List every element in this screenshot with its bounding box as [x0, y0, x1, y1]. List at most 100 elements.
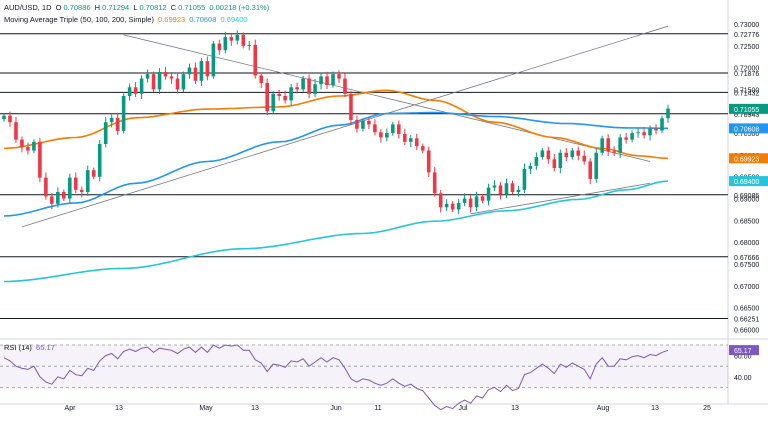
x-tick-label: 13 — [115, 405, 123, 412]
candle-down — [438, 193, 443, 208]
ma50-value: 0.69923 — [158, 15, 186, 24]
price-tag — [729, 123, 768, 134]
x-tick-label: 13 — [651, 405, 659, 412]
candle-up — [97, 144, 102, 177]
candle-down — [175, 78, 180, 90]
y-tick-label: 0.68000 — [734, 240, 759, 247]
candle-up — [271, 93, 275, 112]
x-tick-label: 11 — [374, 405, 381, 412]
x-tick-label: Jul — [459, 405, 468, 412]
candle-up — [570, 150, 575, 158]
close-label: C — [170, 3, 177, 12]
candle-down — [355, 120, 359, 129]
level-label: 0.70943 — [734, 112, 759, 119]
candle-down — [498, 185, 503, 195]
candle-up — [121, 96, 126, 131]
legend-ohlc: AUD/USD, 1D O 0.70886 H 0.71294 L 0.70812 C… — [4, 3, 271, 12]
candle-down — [38, 141, 42, 178]
candle-down — [337, 74, 341, 79]
candle-up — [139, 78, 144, 94]
candle-up — [528, 165, 533, 169]
candle-down — [564, 152, 569, 158]
candle-down — [654, 128, 658, 131]
candle-up — [301, 78, 305, 90]
candle-up — [636, 132, 640, 134]
candle-up — [648, 128, 652, 136]
candle-up — [157, 72, 162, 90]
candle-down — [432, 172, 437, 194]
price-tag — [729, 103, 768, 114]
candle-down — [205, 61, 210, 77]
candle-down — [193, 67, 198, 81]
price-tag-label: 0.71055 — [734, 107, 759, 114]
candle-down — [307, 78, 311, 94]
candle-up — [211, 43, 216, 77]
candle-up — [181, 74, 186, 90]
candle-up — [534, 157, 539, 166]
price-tag — [729, 176, 768, 187]
x-tick-label: 25 — [703, 405, 711, 412]
ma50-line — [3, 89, 669, 160]
candle-down — [510, 183, 515, 192]
candle-up — [235, 34, 240, 41]
level-label: 0.67666 — [734, 255, 759, 262]
y-tick-label: 0.67500 — [734, 262, 759, 269]
candle-up — [331, 74, 335, 86]
level-label: 0.71876 — [734, 71, 759, 78]
candle-down — [44, 177, 48, 197]
trendline — [123, 34, 651, 162]
candle-down — [283, 96, 287, 101]
level-label: 0.69086 — [734, 193, 759, 200]
candle-down — [229, 37, 234, 41]
candle-down — [253, 44, 258, 76]
high-value: 0.71294 — [102, 3, 130, 12]
x-tick-label: May — [199, 405, 213, 412]
candle-down — [420, 146, 425, 151]
ma100-line — [3, 111, 668, 217]
y-tick-label: 0.69000 — [734, 197, 759, 204]
candle-down — [397, 124, 401, 134]
candle-down — [79, 189, 84, 192]
price-tag-label: 0.69400 — [734, 179, 759, 186]
candle-down — [468, 198, 473, 208]
y-tick-label: 0.72500 — [734, 44, 759, 51]
candle-up — [127, 87, 132, 96]
x-tick-label: 13 — [511, 405, 519, 412]
change-value: 0.00218 (+0.31%) — [209, 3, 270, 12]
rsi-value: 65.17 — [36, 343, 55, 352]
x-tick-label: Apr — [65, 405, 77, 412]
trendline — [470, 182, 651, 215]
candle-up — [522, 168, 527, 190]
level-label: 0.72776 — [734, 32, 759, 39]
candle-down — [426, 150, 431, 173]
candle-up — [444, 203, 449, 208]
candle-up — [68, 177, 72, 199]
candle-down — [642, 132, 646, 136]
candle-down — [73, 177, 78, 190]
candle-down — [115, 117, 120, 131]
candle-up — [408, 138, 413, 142]
candle-down — [295, 87, 299, 90]
candle-down — [480, 196, 485, 201]
price-tag — [729, 153, 768, 164]
candle-down — [546, 150, 551, 160]
candle-up — [630, 133, 634, 140]
candle-down — [367, 120, 371, 125]
candle-down — [133, 87, 138, 94]
candle-down — [169, 76, 174, 79]
candle-up — [504, 183, 509, 195]
candle-up — [145, 74, 150, 79]
candle-down — [217, 43, 222, 51]
y-tick-label: 0.72000 — [734, 66, 759, 73]
y-tick-label: 0.73000 — [734, 22, 759, 29]
candle-up — [2, 115, 6, 120]
low-label: L — [133, 3, 138, 12]
y-tick-label: 0.68500 — [734, 218, 759, 225]
x-tick-label: Aug — [597, 405, 610, 412]
candle-up — [594, 152, 599, 179]
candle-up — [187, 67, 192, 75]
candle-down — [62, 192, 66, 199]
candle-up — [492, 185, 497, 188]
y-tick-label: 0.67000 — [734, 284, 759, 291]
